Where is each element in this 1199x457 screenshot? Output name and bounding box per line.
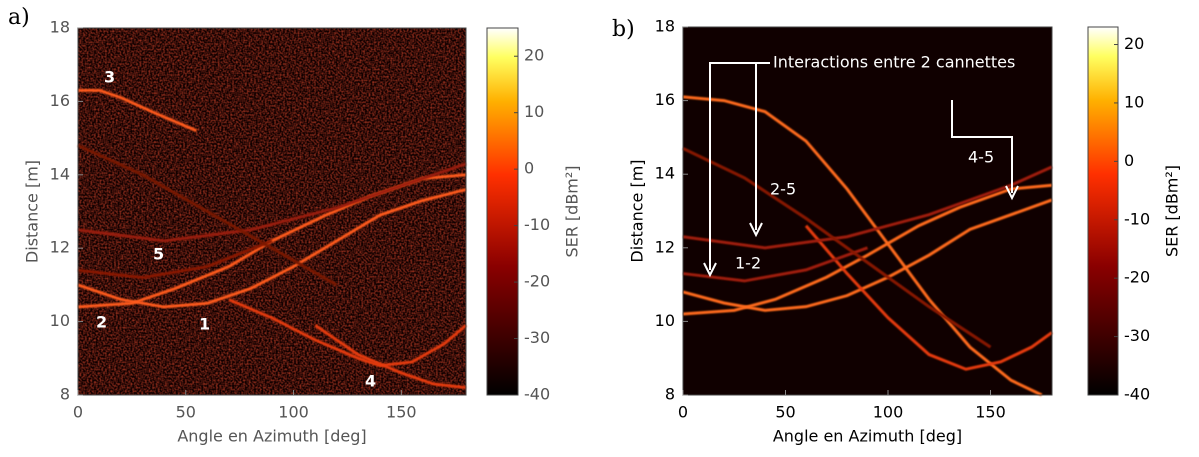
y-tick-label: 16 bbox=[50, 91, 70, 110]
annotation: 2-5 bbox=[770, 180, 796, 199]
x-tick-label: 50 bbox=[775, 403, 795, 422]
arrow-head bbox=[703, 262, 717, 278]
y-tick-label: 12 bbox=[50, 238, 70, 257]
colorbar-tick-label: 0 bbox=[524, 159, 534, 178]
annotation: 2 bbox=[96, 313, 107, 332]
annotation: 1 bbox=[199, 315, 210, 334]
colorbar bbox=[486, 27, 519, 396]
arrow-line bbox=[709, 62, 770, 270]
colorbar-tick-label: 20 bbox=[524, 46, 544, 65]
colorbar-label: SER [dBm²] bbox=[563, 165, 582, 257]
colorbar-label: SER [dBm²] bbox=[1163, 165, 1182, 257]
y-axis-label: Distance [m] bbox=[23, 160, 42, 263]
trace bbox=[78, 88, 198, 133]
colorbar bbox=[1087, 26, 1119, 396]
annotation-arrows bbox=[703, 62, 1019, 278]
x-tick-label: 150 bbox=[975, 403, 1006, 422]
x-tick-label: 0 bbox=[73, 403, 83, 422]
y-axis-label: Distance [m] bbox=[628, 159, 647, 262]
trace bbox=[682, 147, 992, 349]
panel-label: a) bbox=[8, 5, 30, 30]
y-tick-label: 10 bbox=[50, 311, 70, 330]
x-tick-label: 0 bbox=[678, 403, 688, 422]
trace bbox=[228, 298, 467, 368]
colorbar-tick-label: -40 bbox=[524, 385, 550, 404]
trace bbox=[77, 188, 467, 309]
trace bbox=[77, 144, 338, 287]
colorbar-tick-label: -20 bbox=[524, 272, 550, 291]
plot-background bbox=[683, 27, 1052, 395]
annotation: 1-2 bbox=[735, 254, 761, 273]
x-tick-label: 150 bbox=[386, 403, 417, 422]
colorbar-tick-label: -30 bbox=[1124, 326, 1150, 345]
arrow-head bbox=[749, 222, 763, 238]
trace bbox=[682, 198, 1053, 312]
arrow-head bbox=[1005, 185, 1019, 201]
colorbar-tick-label: -40 bbox=[1124, 385, 1150, 404]
arrow-line bbox=[951, 100, 1013, 193]
trace bbox=[682, 246, 869, 283]
colorbar-tick-label: -20 bbox=[1124, 268, 1150, 287]
colorbar-tick-label: 20 bbox=[1124, 34, 1144, 53]
x-tick-label: 100 bbox=[278, 403, 309, 422]
y-tick-label: 10 bbox=[655, 311, 675, 330]
y-tick-label: 18 bbox=[50, 18, 70, 37]
y-tick-label: 18 bbox=[655, 17, 675, 36]
trace bbox=[682, 165, 1053, 250]
annotation: 5 bbox=[153, 245, 164, 264]
x-tick-label: 50 bbox=[176, 403, 196, 422]
annotation: 4 bbox=[365, 372, 376, 391]
colorbar-tick-label: 0 bbox=[1124, 151, 1134, 170]
annotation: Interactions entre 2 cannettes bbox=[773, 53, 1015, 72]
trace bbox=[314, 324, 467, 390]
y-tick-label: 16 bbox=[655, 90, 675, 109]
colorbar-tick-label: -30 bbox=[524, 328, 550, 347]
x-tick-label: 100 bbox=[873, 403, 904, 422]
colorbar-tick-label: 10 bbox=[1124, 92, 1144, 111]
annotation: 3 bbox=[104, 68, 115, 87]
trace bbox=[77, 239, 273, 280]
y-tick-label: 12 bbox=[655, 237, 675, 256]
y-tick-label: 14 bbox=[655, 164, 675, 183]
colorbar-tick-label: -10 bbox=[1124, 209, 1150, 228]
panel-label: b) bbox=[612, 17, 635, 42]
annotation: 4-5 bbox=[968, 148, 994, 167]
y-tick-label: 8 bbox=[60, 385, 70, 404]
y-tick-label: 8 bbox=[665, 385, 675, 404]
colorbar-tick-label: -10 bbox=[524, 215, 550, 234]
y-tick-label: 14 bbox=[50, 164, 70, 183]
plot-frame bbox=[77, 27, 467, 396]
trace bbox=[804, 224, 1053, 371]
noise bbox=[78, 28, 466, 395]
x-axis-label: Angle en Azimuth [deg] bbox=[773, 427, 962, 446]
colorbar-tick-label: 10 bbox=[524, 102, 544, 121]
x-axis-label: Angle en Azimuth [deg] bbox=[177, 427, 366, 446]
trace bbox=[77, 162, 467, 243]
plot-frame bbox=[682, 26, 1053, 396]
